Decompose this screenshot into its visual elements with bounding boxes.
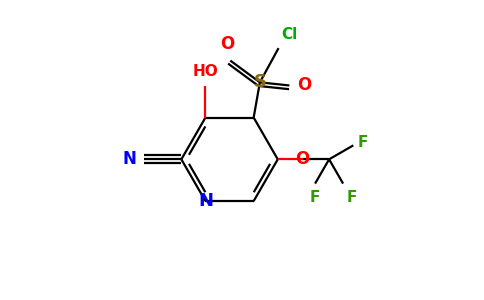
Text: O: O bbox=[296, 150, 310, 168]
Text: F: F bbox=[310, 190, 320, 205]
Text: S: S bbox=[254, 74, 266, 92]
Text: HO: HO bbox=[193, 64, 218, 79]
Text: N: N bbox=[198, 192, 213, 210]
Text: O: O bbox=[297, 76, 311, 94]
Text: N: N bbox=[122, 150, 136, 168]
Text: F: F bbox=[346, 190, 357, 205]
Text: O: O bbox=[220, 35, 234, 53]
Text: F: F bbox=[358, 135, 368, 150]
Text: Cl: Cl bbox=[282, 27, 298, 42]
